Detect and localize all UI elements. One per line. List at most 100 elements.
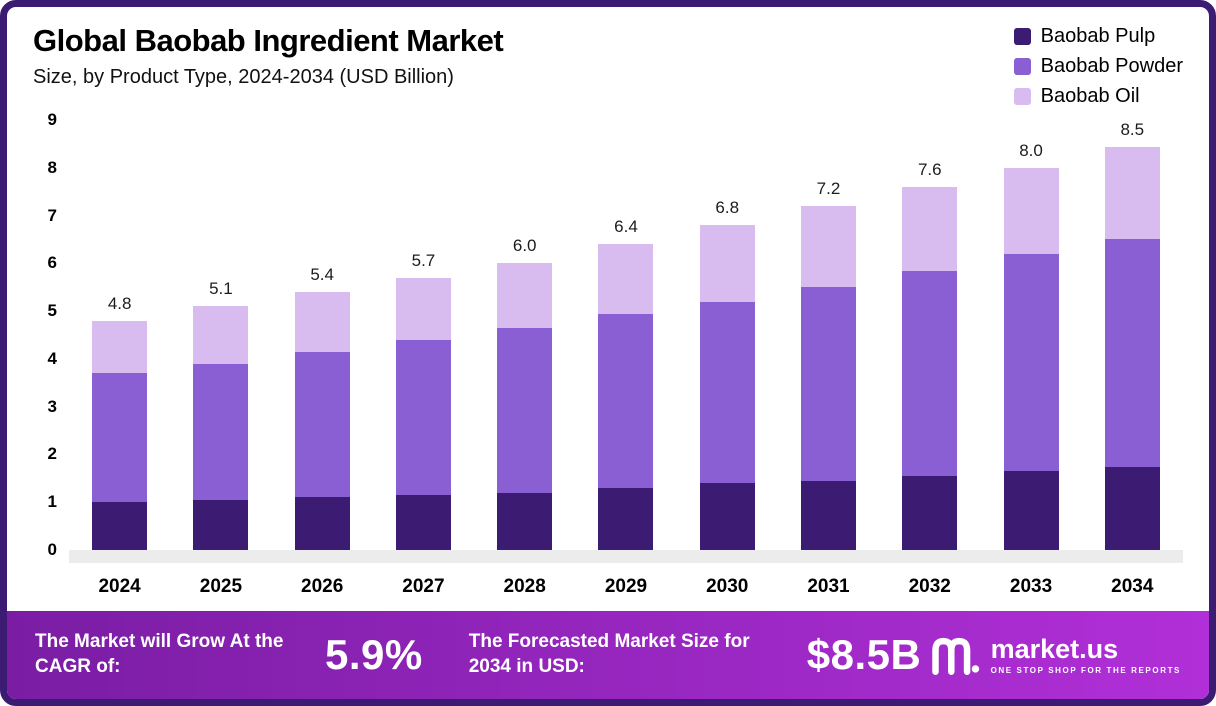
bar-segment-baobab-oil — [193, 306, 249, 364]
y-tick-label: 9 — [47, 110, 57, 129]
y-tick-label: 5 — [47, 301, 57, 321]
bar-segment-baobab-oil — [497, 263, 553, 328]
bar-column: 4.8 — [69, 120, 170, 550]
bar-column: 8.5 — [1082, 120, 1183, 550]
bar-segment-baobab-oil — [902, 186, 958, 271]
x-axis-label: 2032 — [908, 576, 951, 597]
x-axis-line — [69, 550, 1183, 563]
bar-column: 7.6 — [879, 120, 980, 550]
bar-segment-baobab-pulp — [294, 497, 350, 550]
x-axis-label: 2024 — [98, 576, 141, 597]
stacked-bar — [497, 263, 553, 550]
bar-segment-baobab-pulp — [193, 499, 249, 550]
legend-swatch — [1013, 88, 1031, 105]
cagr-label: The Market will Grow At the CAGR of: — [35, 631, 284, 677]
bar-total-label: 6.4 — [614, 217, 638, 237]
forecast-label: The Forecasted Market Size for 2034 in U… — [468, 631, 750, 677]
x-axis-label: 2033 — [1009, 576, 1053, 597]
bar-segment-baobab-powder — [902, 270, 958, 476]
y-tick-label: 7 — [47, 205, 57, 225]
stacked-bar — [395, 277, 451, 550]
bar-total-label: 7.6 — [917, 159, 942, 179]
bar-column: 5.1 — [170, 120, 271, 550]
y-tick-label: 6 — [47, 253, 57, 273]
bar-segment-baobab-powder — [497, 327, 553, 493]
logo-tagline: ONE STOP SHOP FOR THE REPORTS — [990, 665, 1181, 675]
bar-total-label: 4.8 — [107, 293, 132, 313]
bars: 4.8 5.1 5.4 5.7 6.0 6.4 6.8 7.2 7.6 8.0 8.5 — [69, 120, 1183, 550]
y-tick-label: 4 — [47, 348, 57, 368]
bar-segment-baobab-powder — [92, 373, 148, 503]
bar-segment-baobab-pulp — [699, 483, 755, 550]
bar-total-label: 6.8 — [715, 198, 740, 218]
bar-segment-baobab-powder — [294, 351, 350, 498]
stacked-bar — [1104, 147, 1160, 550]
legend-label: Baobab Pulp — [1040, 25, 1156, 47]
bar-total-label: 8.0 — [1019, 140, 1043, 160]
bar-column: 6.0 — [474, 120, 575, 550]
x-axis: 2024 2025 2026 2027 2028 2029 2030 2031 2032 2033… — [69, 576, 1183, 606]
bar-segment-baobab-pulp — [395, 495, 451, 550]
bar-column: 8.0 — [980, 120, 1081, 550]
stacked-bar — [699, 225, 755, 550]
logo-wordmark: market.us — [990, 633, 1119, 664]
bar-segment-baobab-pulp — [1104, 467, 1160, 550]
x-axis-label: 2029 — [604, 576, 648, 597]
x-axis-label: 2034 — [1111, 576, 1154, 597]
x-axis-label: 2028 — [503, 576, 546, 597]
chart-region: 0 1 2 3 4 5 6 7 8 9 4.8 5.1 5.4 5.7 6.0 6.4 6.8 7.2 7.6 8.… — [7, 110, 1209, 611]
x-axis-label: 2026 — [301, 576, 344, 597]
legend-item: Baobab Powder — [1013, 55, 1183, 78]
x-axis-label: 2025 — [199, 576, 243, 597]
stacked-bar — [902, 186, 958, 550]
bar-segment-baobab-pulp — [800, 480, 856, 550]
bar-column: 5.7 — [373, 120, 474, 550]
forecast-value: $8.5B — [806, 631, 922, 678]
bar-segment-baobab-pulp — [902, 475, 958, 550]
bar-segment-baobab-oil — [294, 292, 350, 352]
y-tick-label: 0 — [47, 540, 57, 559]
bar-segment-baobab-powder — [193, 363, 249, 500]
bar-segment-baobab-powder — [800, 287, 856, 481]
stacked-bar — [92, 320, 148, 550]
bar-total-label: 5.7 — [411, 250, 436, 270]
bar-column: 5.4 — [272, 120, 373, 550]
y-tick-label: 1 — [47, 492, 57, 512]
bar-total-label: 6.0 — [512, 236, 537, 256]
bar-segment-baobab-oil — [395, 277, 451, 340]
marketus-logo-icon — [931, 637, 979, 675]
bar-column: 6.4 — [575, 120, 676, 550]
legend-label: Baobab Oil — [1040, 85, 1140, 107]
marketus-logo: market.us ONE STOP SHOP FOR THE REPORTS — [929, 632, 1181, 678]
legend-swatch — [1013, 28, 1031, 45]
footer-banner: The Market will Grow At the CAGR of: 5.9… — [7, 611, 1209, 699]
bar-total-label: 5.1 — [209, 279, 233, 299]
bar-total-label: 7.2 — [816, 179, 841, 198]
x-axis-label: 2031 — [807, 576, 850, 597]
plot-area: 4.8 5.1 5.4 5.7 6.0 6.4 6.8 7.2 7.6 8.0 8.5 2024 20… — [69, 120, 1183, 611]
header: Global Baobab Ingredient Market Size, by… — [7, 7, 1209, 110]
bar-segment-baobab-pulp — [598, 487, 654, 550]
legend-item: Baobab Oil — [1013, 85, 1183, 108]
stacked-bar — [800, 206, 856, 550]
titles: Global Baobab Ingredient Market Size, by… — [33, 23, 504, 89]
bar-segment-baobab-oil — [699, 225, 755, 302]
bar-segment-baobab-pulp — [1003, 471, 1059, 550]
bar-segment-baobab-oil — [800, 206, 856, 288]
bar-segment-baobab-powder — [395, 339, 451, 496]
bar-total-label: 5.4 — [310, 265, 334, 284]
bar-column: 7.2 — [778, 120, 879, 550]
bar-total-label: 8.5 — [1120, 120, 1145, 139]
bar-segment-baobab-powder — [699, 301, 755, 484]
chart-title: Global Baobab Ingredient Market — [33, 23, 504, 58]
cagr-value: 5.9% — [325, 631, 423, 678]
bar-segment-baobab-powder — [1104, 239, 1160, 468]
x-axis-label: 2027 — [402, 576, 445, 597]
stacked-bar — [294, 292, 350, 550]
legend-swatch — [1013, 58, 1031, 75]
bar-column: 6.8 — [677, 120, 778, 550]
logo-text-block: market.us ONE STOP SHOP FOR THE REPORTS — [990, 633, 1181, 675]
stacked-bar — [1003, 167, 1059, 550]
bar-segment-baobab-pulp — [497, 492, 553, 550]
